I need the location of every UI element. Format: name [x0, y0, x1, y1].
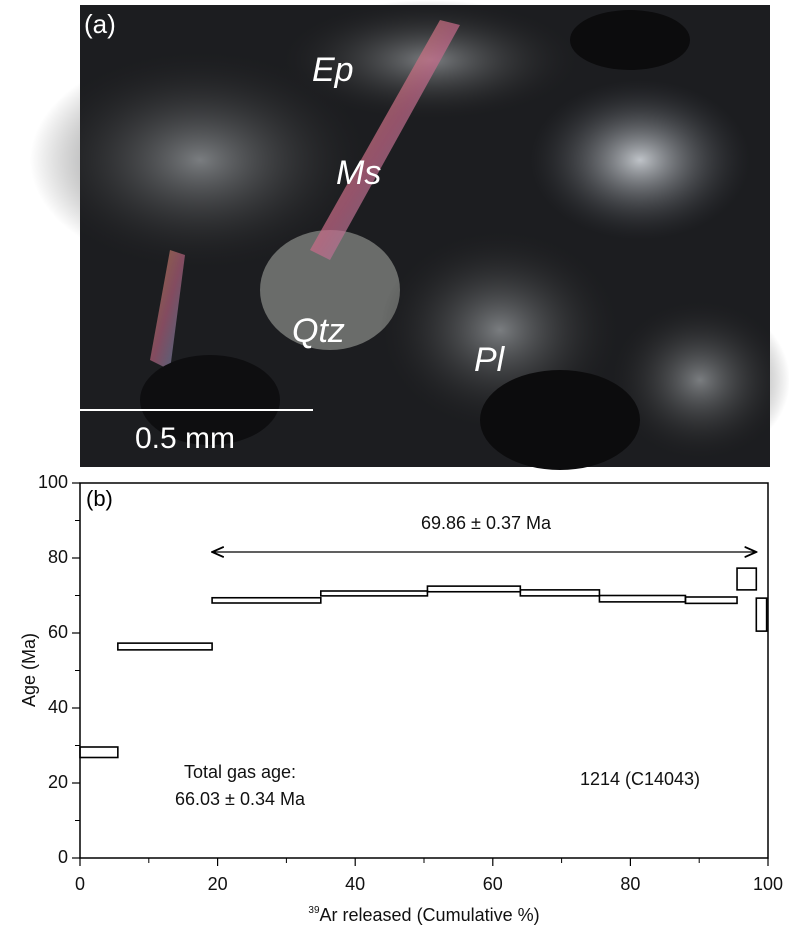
x-tick-label: 60 [483, 874, 503, 894]
age-step [319, 590, 429, 597]
age-step [598, 594, 687, 603]
y-tick-label: 20 [48, 772, 68, 792]
x-tick-label: 40 [345, 874, 365, 894]
y-axis-label: Age (Ma) [19, 633, 39, 707]
age-step [755, 597, 768, 632]
mineral-label: Ep [312, 51, 354, 89]
y-tick-label: 100 [38, 472, 68, 492]
age-step [211, 596, 322, 604]
x-tick-label: 0 [75, 874, 85, 894]
mineral-label: Pl [474, 341, 506, 379]
x-axis-label-sup: 39 [308, 905, 320, 916]
total-gas-label: Total gas age: [184, 762, 296, 782]
age-step [736, 567, 758, 591]
mineral-label: Qtz [292, 312, 345, 350]
x-tick-label: 20 [208, 874, 228, 894]
age-step [519, 589, 601, 597]
y-tick-label: 40 [48, 697, 68, 717]
mineral-label: Ms [336, 154, 381, 192]
age-step [117, 642, 213, 651]
plateau-label: 69.86 ± 0.37 Ma [421, 513, 552, 533]
photomicrograph: (a) Ep Ms Qtz Pl 0.5 mm [30, 0, 789, 470]
scale-label: 0.5 mm [135, 422, 235, 455]
total-gas-value: 66.03 ± 0.34 Ma [175, 789, 306, 809]
x-axis-label: 39Ar released (Cumulative %) [308, 905, 539, 925]
x-tick-label: 100 [753, 874, 783, 894]
panel-label: (b) [86, 486, 113, 511]
age-step [79, 746, 119, 759]
age-step [426, 585, 522, 593]
age-step [684, 596, 738, 605]
sample-label: 1214 (C14043) [580, 769, 700, 789]
y-tick-label: 80 [48, 547, 68, 567]
x-tick-label: 80 [620, 874, 640, 894]
y-tick-label: 0 [58, 847, 68, 867]
panel-label: (a) [84, 9, 116, 39]
x-axis-label-main: Ar released (Cumulative %) [320, 905, 540, 925]
y-tick-label: 60 [48, 622, 68, 642]
